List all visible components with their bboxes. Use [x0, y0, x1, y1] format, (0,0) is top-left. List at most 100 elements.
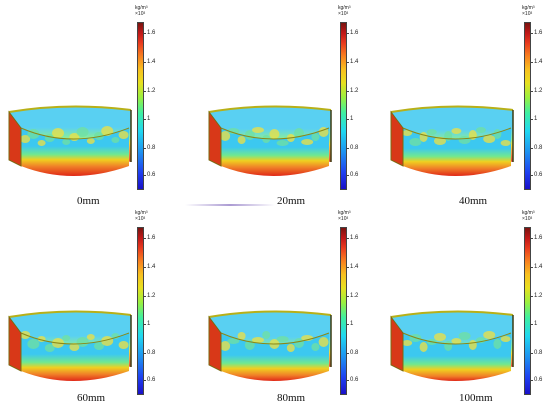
mixing-blob [227, 128, 240, 134]
cylinder-contour [208, 310, 332, 381]
colorbar-tick-label: 0.8 [147, 145, 156, 151]
mixing-blob [111, 137, 120, 143]
mixing-blob [118, 341, 129, 349]
colorbar-tickmark [347, 238, 349, 239]
colorbar-tickmark [347, 267, 349, 268]
colorbar [340, 227, 347, 395]
cylinder-contour [390, 310, 514, 381]
colorbar-tick-label: 1.6 [534, 235, 543, 241]
colorbar-tick-label: 1.6 [350, 30, 359, 36]
mixing-blob [476, 127, 486, 133]
front-rim [20, 332, 130, 345]
mixing-blob [402, 130, 413, 136]
colorbar-tickmark [144, 380, 146, 381]
mixing-blob [493, 129, 502, 139]
mixing-blob [20, 135, 31, 143]
top-rim [390, 310, 514, 318]
colorbar-tickmark [531, 33, 533, 34]
mixing-blob [262, 331, 271, 339]
mixing-blob [419, 342, 428, 352]
colorbar-tick-label: 0.6 [147, 172, 156, 178]
colorbar [524, 227, 531, 395]
mixing-blob [402, 340, 413, 346]
panel-60mm: 60mm kg/m³ ×10³ 1.6 1.4 1.2 1 0.8 0.6 [0, 205, 183, 410]
mixing-blob [62, 335, 71, 341]
mixing-blob [37, 140, 46, 146]
colorbar-scale: ×10³ [522, 216, 533, 222]
colorbar [137, 22, 144, 190]
colorbar-tick-label: 1 [534, 116, 538, 122]
mixing-blob [451, 338, 462, 344]
top-rim [390, 105, 514, 113]
mixing-blob [62, 139, 71, 145]
colorbar-tick-label: 0.8 [350, 350, 359, 356]
colorbar-tickmark [531, 296, 533, 297]
front-rim [220, 127, 330, 140]
colorbar-tick-label: 1.4 [147, 59, 156, 65]
mixing-blob [483, 135, 496, 143]
cylinder-contour [8, 310, 132, 381]
colorbar-tickmark [347, 62, 349, 63]
outer-wall [221, 128, 329, 176]
colorbar-tickmark [144, 353, 146, 354]
colorbar-tick-label: 0.8 [350, 145, 359, 151]
mixing-blob [318, 337, 329, 347]
colorbar-tick-label: 1 [147, 116, 151, 122]
mixing-blob [44, 344, 55, 352]
colorbar-tickmark [347, 296, 349, 297]
colorbar-tickmark [347, 148, 349, 149]
colorbar [137, 227, 144, 395]
colorbar-tickmark [347, 91, 349, 92]
mixing-blob [419, 132, 428, 142]
front-rim [20, 127, 130, 140]
mixing-blob [86, 138, 95, 144]
colorbar-tick-label: 1.6 [534, 30, 543, 36]
colorbar-tick-label: 1 [350, 116, 354, 122]
mixing-blob [76, 127, 89, 137]
colorbar-tickmark [531, 238, 533, 239]
cylinder-contour [208, 105, 332, 176]
panel-caption: 60mm [77, 392, 106, 404]
mixing-blob [27, 339, 40, 349]
colorbar-tickmark [531, 380, 533, 381]
mixing-blob [444, 131, 453, 141]
mixing-blob [94, 342, 104, 350]
colorbar-tick-label: 1.6 [147, 235, 156, 241]
colorbar-scale: ×10³ [135, 216, 146, 222]
colorbar-tick-label: 0.6 [147, 377, 156, 383]
mixing-blob [426, 129, 437, 135]
colorbar-tick-label: 0.8 [534, 350, 543, 356]
colorbar-tick-label: 1 [147, 321, 151, 327]
mixing-blob [434, 137, 446, 145]
mixing-blob [237, 332, 246, 340]
cut-edge [208, 315, 222, 372]
mixing-blob [286, 344, 295, 352]
panel-caption: 0mm [77, 195, 100, 207]
mixing-blob [294, 338, 304, 348]
mixing-blob [220, 131, 231, 141]
mixing-blob [458, 332, 471, 340]
mixing-blob [434, 333, 446, 341]
colorbar-unit: kg/m³ [338, 210, 351, 216]
cut-edge [8, 315, 22, 372]
mixing-blob [252, 127, 264, 133]
colorbar-tickmark [531, 175, 533, 176]
colorbar-tickmark [144, 119, 146, 120]
mixing-blob [311, 343, 320, 351]
panel-caption: 80mm [277, 392, 306, 404]
mixing-blob [451, 128, 462, 134]
mixing-blob [52, 128, 64, 138]
colorbar-tickmark [347, 119, 349, 120]
colorbar-tickmark [531, 267, 533, 268]
mixing-blob [493, 339, 502, 349]
panel-80mm: 80mm kg/m³ ×10³ 1.6 1.4 1.2 1 0.8 0.6 [183, 205, 366, 410]
cut-edge [8, 110, 22, 167]
cut-edge [390, 315, 404, 372]
colorbar-tick-label: 1.4 [534, 59, 543, 65]
cut-edge [208, 110, 222, 167]
colorbar-tickmark [531, 62, 533, 63]
front-rim [402, 127, 512, 140]
mixing-blob [276, 336, 289, 342]
cut-edge [390, 110, 404, 167]
colorbar-tickmark [531, 324, 533, 325]
